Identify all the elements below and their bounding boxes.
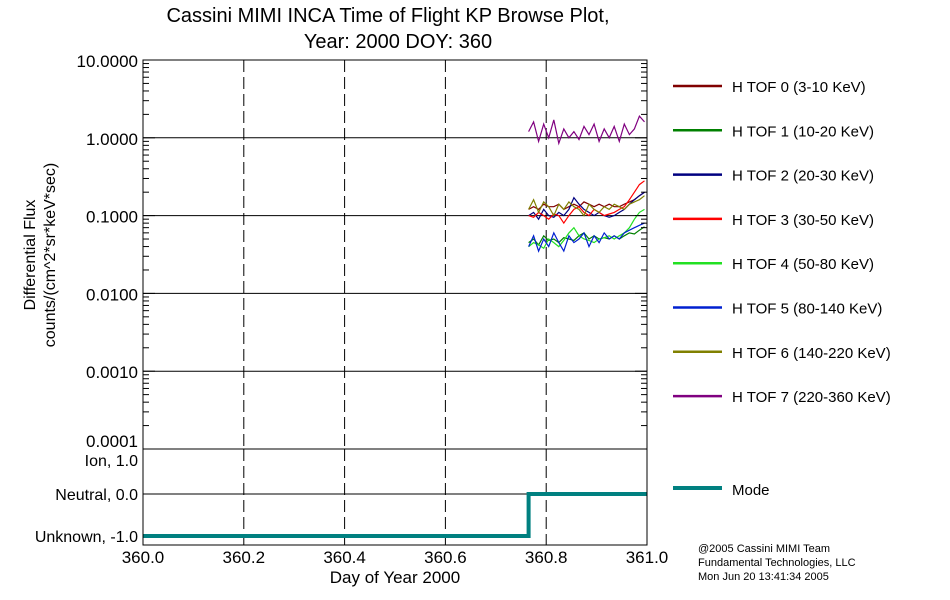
- x-tick-label: 361.0: [626, 548, 669, 567]
- legend-label-tof-7: H TOF 7 (220-360 KeV): [732, 389, 891, 406]
- legend-label-tof-4: H TOF 4 (50-80 KeV): [732, 256, 874, 273]
- x-tick-label: 360.0: [122, 548, 165, 567]
- y-tick-label: 0.0100: [86, 285, 138, 304]
- series-line-tof-6: [528, 195, 645, 217]
- x-tick-label: 360.2: [223, 548, 266, 567]
- x-tick-label: 360.8: [525, 548, 568, 567]
- x-tick-label: 360.4: [323, 548, 366, 567]
- mode-y-tick-label: Ion, 1.0: [85, 453, 138, 470]
- legend-label-mode: Mode: [732, 482, 770, 499]
- series-line-tof-3: [528, 180, 645, 225]
- chart-subtitle: Year: 2000 DOY: 360: [304, 31, 492, 53]
- y-axis-label-line1: Differential Flux: [22, 200, 39, 311]
- series-line-tof-7: [528, 114, 645, 146]
- y-tick-label: 10.0000: [77, 52, 138, 71]
- legend-label-tof-2: H TOF 2 (20-30 KeV): [732, 168, 874, 185]
- y-tick-label: 0.0010: [86, 363, 138, 382]
- legend-label-tof-6: H TOF 6 (140-220 KeV): [732, 345, 891, 362]
- y-tick-label: 0.0001: [86, 432, 138, 451]
- x-axis-label: Day of Year 2000: [330, 568, 460, 587]
- y-tick-label: 0.1000: [86, 208, 138, 227]
- footer-copyright: @2005 Cassini MIMI Team: [698, 543, 830, 555]
- chart-title: Cassini MIMI INCA Time of Flight KP Brow…: [166, 5, 609, 27]
- x-tick-label: 360.6: [424, 548, 467, 567]
- footer-timestamp: Mon Jun 20 13:41:34 2005: [698, 571, 829, 583]
- mode-y-tick-label: Neutral, 0.0: [55, 487, 138, 504]
- mode-line: [143, 492, 647, 538]
- flux-plot-frame: [142, 59, 648, 450]
- y-axis-label-line2: counts/(cm^2*sr*keV*sec): [42, 163, 59, 347]
- legend-label-tof-0: H TOF 0 (3-10 KeV): [732, 79, 866, 96]
- mode-plot-frame: [142, 448, 648, 546]
- legend-label-tof-1: H TOF 1 (10-20 KeV): [732, 123, 874, 140]
- y-tick-label: 1.0000: [86, 130, 138, 149]
- legend-label-tof-3: H TOF 3 (30-50 KeV): [732, 212, 874, 229]
- footer-company: Fundamental Technologies, LLC: [698, 557, 856, 569]
- series-line-tof-5: [528, 222, 645, 253]
- mode-y-tick-label: Unknown, -1.0: [35, 529, 138, 546]
- legend-label-tof-5: H TOF 5 (80-140 KeV): [732, 301, 882, 318]
